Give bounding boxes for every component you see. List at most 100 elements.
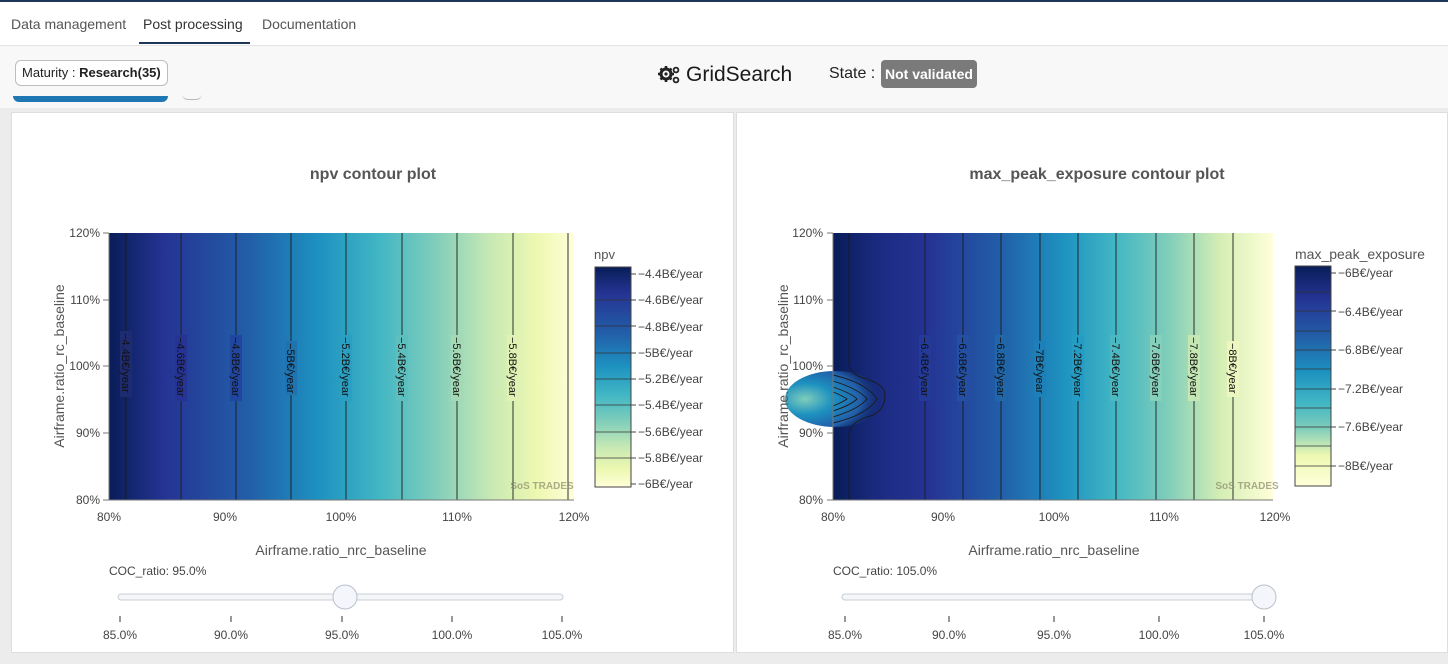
contour-label: −5.6B€/year — [450, 337, 462, 397]
watermark-text: SoS TRADES — [1215, 481, 1279, 492]
y-axis-label: Airframe.ratio_rc_baseline — [51, 284, 67, 448]
study-header: Maturity : Research(35) GridSearch State… — [0, 46, 1448, 108]
tab-documentation[interactable]: Documentation — [262, 16, 357, 32]
slider-label: COC_ratio: 105.0% — [833, 564, 937, 578]
x-tick-label: 110% — [442, 510, 472, 524]
colorbar-tick-label: −5.8B€/year — [638, 451, 703, 465]
contour-label: −4.4B€/year — [119, 333, 131, 393]
x-tick-label: 100% — [326, 510, 357, 524]
contour-hotspot — [785, 371, 885, 427]
tab-data-management[interactable]: Data management — [11, 16, 127, 32]
top-border — [0, 0, 1448, 2]
x-axis-label: Airframe.ratio_nrc_baseline — [255, 542, 426, 558]
y-axis-label: Airframe.ratio_rc_baseline — [775, 284, 791, 448]
contour-label: −7.8B€/year — [1187, 337, 1199, 397]
y-tick-label: 110% — [70, 293, 100, 307]
x-tick-label: 100% — [1039, 510, 1070, 524]
colorbar-ticks — [631, 273, 636, 485]
npv-contour-chart: npv contour plot −4.4B€/year −4.6B€/year… — [51, 166, 703, 642]
slider-ticks — [119, 616, 563, 622]
colorbar-tick-label: −5.4B€/year — [638, 398, 703, 412]
colorbar-tick-label: −8B€/year — [1338, 459, 1393, 473]
colorbar-tick-label: −7.2B€/year — [1338, 382, 1403, 396]
colorbar-tick-label: −4.8B€/year — [638, 320, 703, 334]
page-title: GridSearch — [658, 62, 792, 88]
y-tick-label: 110% — [793, 293, 823, 307]
slider-tick-label: 85.0% — [103, 628, 137, 642]
contour-label: −4.8B€/year — [229, 337, 241, 397]
max-peak-exposure-contour-chart: max_peak_exposure contour plot −6.4B€/ye… — [775, 166, 1425, 642]
contour-label: −8B€/year — [1226, 343, 1238, 394]
contour-label: −5.4B€/year — [395, 337, 407, 397]
chart-title: max_peak_exposure contour plot — [969, 166, 1225, 183]
slider-tick-label: 105.0% — [542, 628, 583, 642]
contour-label: −5B€/year — [284, 343, 296, 394]
tab-bar: Data management Post processing Document… — [0, 2, 1448, 46]
primary-button-edge[interactable] — [13, 96, 168, 102]
slider-tick-label: 95.0% — [1037, 628, 1071, 642]
colorbar-tick-label: −4.6B€/year — [638, 293, 703, 307]
contour-label: −6.4B€/year — [918, 337, 930, 397]
y-tick-label: 100% — [69, 359, 100, 373]
contour-label: −7.2B€/year — [1071, 337, 1083, 397]
colorbar-tick-label: −6B€/year — [1338, 266, 1393, 280]
slider-track[interactable] — [841, 593, 1267, 601]
watermark-logo: SoS TRADES — [510, 481, 574, 492]
colorbar-title: max_peak_exposure — [1295, 246, 1425, 262]
slider-tick-label: 85.0% — [828, 628, 862, 642]
y-ticks — [827, 232, 833, 501]
y-tick-label: 100% — [792, 359, 823, 373]
active-tab-indicator — [139, 42, 250, 44]
npv-contour-panel: npv contour plot −4.4B€/year −4.6B€/year… — [11, 112, 734, 653]
chart-title: npv contour plot — [310, 166, 437, 183]
state-label: State : — [829, 65, 876, 82]
y-ticks — [103, 232, 109, 501]
x-tick-label: 90% — [213, 510, 237, 524]
maturity-chip[interactable]: Maturity : Research(35) — [15, 60, 168, 86]
x-axis-label: Airframe.ratio_nrc_baseline — [968, 542, 1139, 558]
y-tick-label: 120% — [792, 226, 823, 240]
secondary-button-edge[interactable] — [182, 94, 202, 100]
contour-label: −7.4B€/year — [1109, 337, 1121, 397]
contour-label: −6.6B€/year — [956, 337, 968, 397]
slider-tick-label: 90.0% — [214, 628, 248, 642]
colorbar-levels — [1295, 291, 1331, 467]
colorbar-levels — [595, 299, 631, 459]
contour-labels: −6.4B€/year −6.6B€/year −6.8B€/year −7B€… — [918, 335, 1239, 401]
colorbar-tick-label: −5B€/year — [638, 346, 693, 360]
contour-fill — [833, 233, 1273, 500]
contour-label: −7B€/year — [1033, 343, 1045, 394]
slider-tick-labels: 85.0% 90.0% 95.0% 100.0% 105.0% — [828, 628, 1285, 642]
contour-label: −4.6B€/year — [174, 337, 186, 397]
y-tick-label: 80% — [76, 493, 100, 507]
y-tick-label: 80% — [799, 493, 823, 507]
colorbar-tick-labels: −4.4B€/year −4.6B€/year −4.8B€/year −5B€… — [638, 267, 703, 491]
colorbar-tick-labels: −6B€/year −6.4B€/year −6.8B€/year −7.2B€… — [1338, 266, 1403, 473]
slider-handle[interactable] — [332, 584, 358, 610]
max-peak-exposure-contour-panel: max_peak_exposure contour plot −6.4B€/ye… — [736, 112, 1448, 653]
x-tick-labels: 80% 90% 100% 110% 120% — [821, 510, 1291, 524]
page-title-text: GridSearch — [686, 63, 793, 86]
maturity-value: Research(35) — [79, 65, 161, 80]
x-tick-label: 110% — [1149, 510, 1179, 524]
contour-label: −7.6B€/year — [1149, 337, 1161, 397]
x-tick-label: 80% — [97, 510, 121, 524]
slider-tick-label: 105.0% — [1244, 628, 1285, 642]
colorbar-tick-label: −7.6B€/year — [1338, 420, 1403, 434]
x-tick-label: 80% — [821, 510, 845, 524]
slider-tick-label: 100.0% — [1139, 628, 1180, 642]
contour-label: −6.8B€/year — [994, 337, 1006, 397]
contour-labels: −4.4B€/year −4.6B€/year −4.8B€/year −5B€… — [119, 331, 519, 401]
x-tick-label: 120% — [1260, 510, 1291, 524]
x-tick-label: 90% — [931, 510, 955, 524]
tab-post-processing[interactable]: Post processing — [143, 16, 243, 32]
gears-icon — [658, 66, 680, 84]
colorbar-tick-label: −5.6B€/year — [638, 425, 703, 439]
colorbar-tick-label: −6B€/year — [638, 477, 693, 491]
slider-ticks — [844, 616, 1265, 622]
y-tick-labels: 120% 110% 100% 90% 80% — [792, 226, 823, 507]
state-badge: Not validated — [881, 60, 977, 88]
y-tick-label: 120% — [69, 226, 100, 240]
slider-handle[interactable] — [1251, 584, 1277, 610]
x-tick-labels: 80% 90% 100% 110% 120% — [97, 510, 590, 524]
